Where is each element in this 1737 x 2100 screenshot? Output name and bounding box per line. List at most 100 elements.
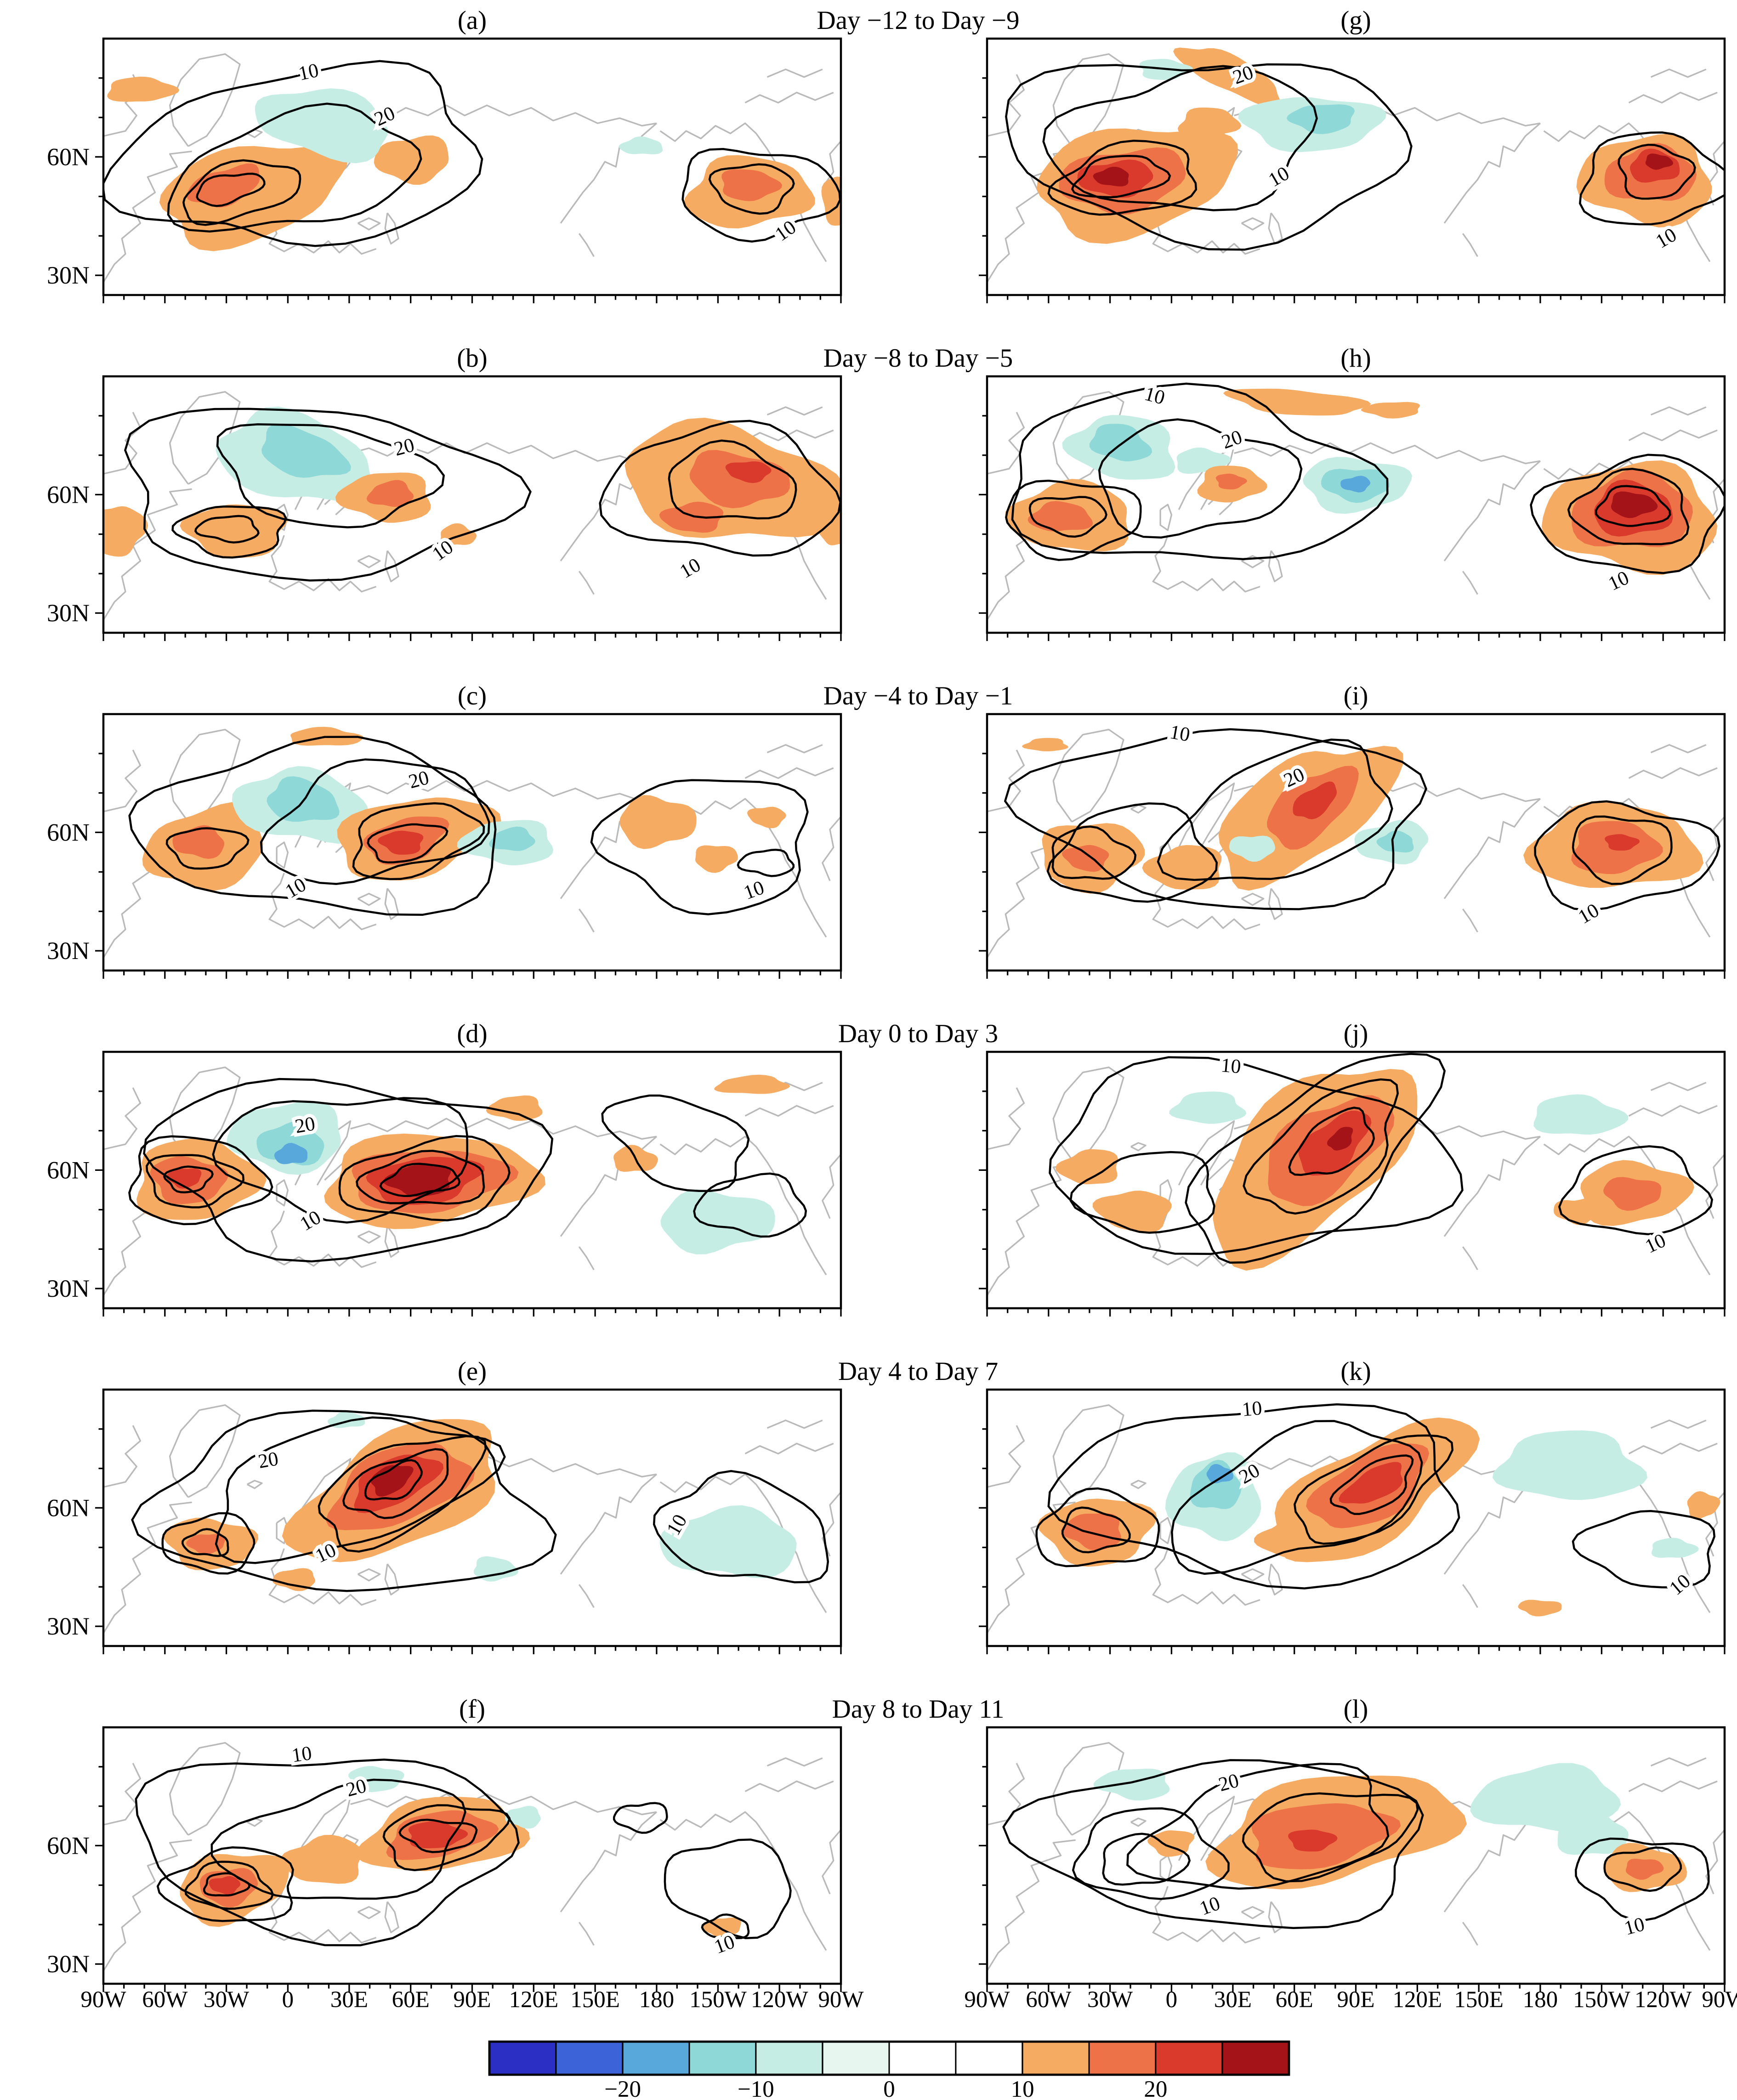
panel-map-e xyxy=(103,1404,841,1634)
coastline xyxy=(578,1584,595,1608)
shaded-anomaly xyxy=(1093,167,1129,187)
coastline xyxy=(169,1742,241,1836)
contour-line xyxy=(1288,1107,1375,1176)
coastline xyxy=(1130,1142,1147,1152)
contour-line xyxy=(398,1818,478,1853)
coastline xyxy=(276,1179,289,1207)
shaded-anomaly xyxy=(255,88,388,164)
shaded-anomaly xyxy=(377,830,424,855)
coastline xyxy=(578,1922,595,1946)
contour-line xyxy=(352,802,485,880)
panel-letter: (d) xyxy=(457,1019,487,1048)
coastline xyxy=(659,1135,827,1276)
contour-line xyxy=(1047,1403,1460,1589)
contour-line xyxy=(318,1435,487,1553)
contour-label: 20 xyxy=(1216,1769,1241,1796)
shaded-anomaly xyxy=(280,1835,363,1884)
shaded-anomaly xyxy=(1492,1430,1647,1500)
shaded-anomaly xyxy=(107,76,180,102)
row-title: Day −8 to Day −5 xyxy=(823,344,1013,373)
shaded-anomaly xyxy=(1093,1769,1170,1801)
contour-label: 10 xyxy=(296,1206,325,1235)
colorbar-tick-label: 0 xyxy=(883,2077,895,2100)
shaded-anomaly xyxy=(1603,1177,1662,1211)
coastline xyxy=(357,892,381,906)
contour-label: 10 xyxy=(1265,162,1293,191)
coastline xyxy=(1462,1922,1478,1946)
contour-line xyxy=(1534,800,1720,912)
contour-line xyxy=(260,758,490,885)
contour-line xyxy=(182,159,301,226)
contour-line xyxy=(367,823,448,864)
contour-line xyxy=(1046,802,1218,903)
x-tick-label: 0 xyxy=(282,1987,294,2013)
coastline xyxy=(1178,1120,1235,1186)
colorbar-cell xyxy=(488,2041,557,2076)
panel-letter: (j) xyxy=(1344,1019,1368,1048)
contour-line xyxy=(701,1913,750,1939)
shaded-anomaly xyxy=(1339,1462,1403,1504)
panel-letter: (i) xyxy=(1344,681,1368,710)
coastline xyxy=(103,412,142,475)
contour-line xyxy=(364,1459,423,1501)
contour-line xyxy=(163,1165,214,1193)
contour-line xyxy=(1329,1454,1414,1515)
shaded-anomaly xyxy=(489,826,535,851)
x-tick-label: 120W xyxy=(1635,1987,1692,2013)
contour-label: 20 xyxy=(293,1112,317,1138)
shaded-anomaly xyxy=(1254,1517,1331,1558)
contour-line xyxy=(382,1804,511,1872)
x-tick-label: 30W xyxy=(204,1987,250,2013)
contour-label: 10 xyxy=(290,1742,313,1767)
shaded-anomaly xyxy=(1518,1600,1562,1617)
coastline xyxy=(659,1473,827,1613)
contour-line xyxy=(210,1778,466,1900)
coastline xyxy=(1705,816,1725,881)
shaded-anomaly xyxy=(209,1876,241,1895)
coastline xyxy=(744,767,834,779)
contour-line xyxy=(356,1150,485,1205)
colorbar-border xyxy=(488,2040,1290,2076)
contour-line xyxy=(1572,815,1673,885)
x-tick-label: 90W xyxy=(818,1987,864,2013)
panel-letter: (k) xyxy=(1340,1357,1371,1386)
contour-label: 10 xyxy=(1665,1570,1695,1600)
panel-letter: (h) xyxy=(1340,344,1371,373)
row-title: Day −4 to Day −1 xyxy=(823,681,1013,710)
contour-line xyxy=(708,163,795,215)
coastline xyxy=(169,391,241,485)
x-tick-label: 30W xyxy=(1087,1987,1133,2013)
shaded-anomaly xyxy=(274,1143,307,1164)
coastline xyxy=(103,749,142,812)
coastline xyxy=(659,1811,827,1951)
panel-map-d xyxy=(103,1066,841,1296)
contour-label: 10 xyxy=(1168,721,1192,746)
shaded-anomaly xyxy=(1293,781,1337,819)
shaded-anomaly xyxy=(1142,845,1222,890)
shaded-anomaly xyxy=(1625,1858,1664,1880)
contour-line xyxy=(737,848,795,877)
row-title: Day −12 to Day −9 xyxy=(817,6,1019,35)
colorbar-cell xyxy=(888,2041,957,2076)
shaded-anomaly xyxy=(725,461,772,483)
contour-line xyxy=(342,1448,449,1519)
contour-line xyxy=(1069,1151,1215,1234)
coastline xyxy=(987,1087,1025,1150)
contour-line xyxy=(156,1846,294,1922)
shaded-anomaly xyxy=(659,1505,797,1578)
x-tick-label: 150W xyxy=(689,1987,747,2013)
shaded-anomaly xyxy=(1147,1830,1194,1857)
contour-label: 10 xyxy=(1197,1892,1223,1920)
x-tick-label: 90W xyxy=(1702,1987,1737,2013)
colorbar-cell xyxy=(555,2041,624,2076)
contour-label: 10 xyxy=(771,216,800,245)
contour-line xyxy=(613,1802,668,1834)
shaded-anomaly xyxy=(261,424,351,478)
coastline xyxy=(1462,1584,1478,1608)
shaded-anomaly xyxy=(272,1568,316,1591)
contour-line xyxy=(1004,728,1427,910)
panel-letter: (b) xyxy=(457,344,487,373)
contour-line xyxy=(1071,155,1171,199)
shaded-anomaly xyxy=(486,1095,543,1121)
coastline xyxy=(744,1780,834,1793)
